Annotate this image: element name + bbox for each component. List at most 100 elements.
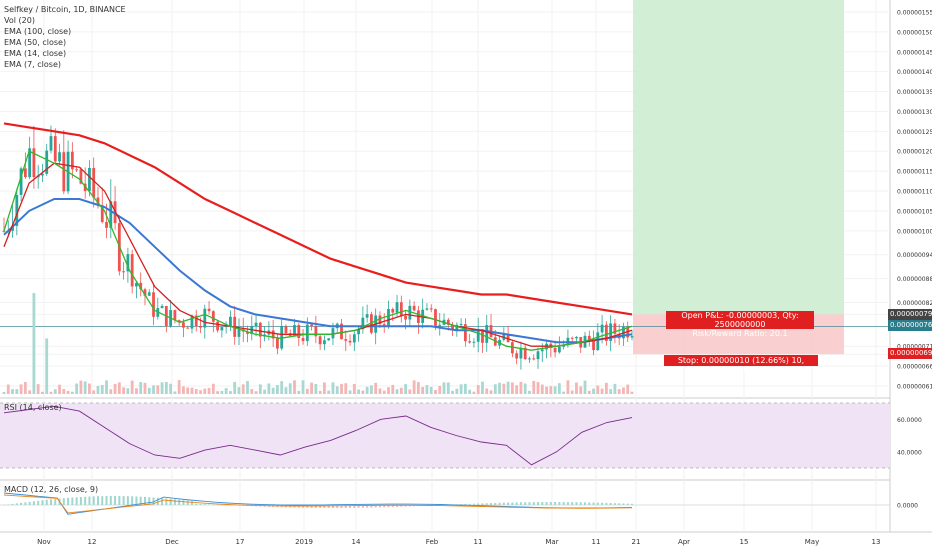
price-tick-label: 0.00000145 — [897, 49, 932, 56]
candle-body — [604, 324, 608, 341]
candle-body — [147, 292, 151, 296]
price-tick-label: 0.00000105 — [897, 208, 932, 215]
rsi-label: RSI (14, close) — [4, 403, 62, 412]
open-pl-box[interactable]: Open P&L: -0.00000003, Qty: 2500000000 R… — [666, 311, 814, 338]
candle-body — [109, 201, 113, 228]
macd-histogram-bar — [336, 505, 339, 508]
macd-histogram-bar — [105, 496, 108, 505]
time-tick-label: Feb — [426, 538, 439, 546]
macd-histogram-bar — [562, 502, 565, 505]
volume-bar — [562, 391, 566, 394]
candle-body — [528, 358, 531, 360]
volume-bar — [186, 387, 190, 394]
macd-histogram-bar — [3, 505, 5, 506]
stop-box[interactable]: Stop: 0.00000010 (12.66%) 10, Amount: 75… — [664, 355, 818, 376]
volume-bar — [310, 382, 313, 394]
candle-body — [194, 315, 198, 327]
macd-histogram-bar — [601, 502, 604, 505]
macd-histogram-bar — [233, 505, 236, 506]
indicator-ema14: EMA (14, close) — [4, 49, 67, 58]
stop-price-tag: 0.00000069 — [888, 348, 932, 359]
candle-body — [62, 152, 66, 192]
volume-bar — [468, 389, 472, 394]
macd-histogram-bar — [216, 504, 219, 506]
volume-bar — [404, 384, 407, 394]
volume-bar — [502, 383, 506, 394]
volume-bar — [36, 384, 40, 394]
volume-bar — [344, 383, 348, 394]
macd-histogram-bar — [148, 497, 151, 505]
volume-bar — [220, 390, 224, 394]
candle-body — [592, 339, 595, 351]
volume-bar — [199, 390, 202, 394]
volume-bar — [152, 385, 155, 394]
macd-histogram-bar — [387, 505, 390, 508]
open-pl-text: Open P&L: -0.00000003, Qty: 2500000000 — [681, 311, 799, 329]
volume-bar — [258, 384, 262, 394]
candle-body — [2, 230, 6, 232]
macd-label: MACD (12, 26, close, 9) — [4, 485, 99, 494]
time-tick-label: 21 — [632, 538, 641, 546]
volume-bar — [566, 380, 570, 394]
volume-bar — [391, 384, 395, 394]
volume-bar — [62, 388, 66, 394]
volume-bar — [32, 293, 36, 394]
time-tick-label: Apr — [678, 538, 690, 546]
volume-bar — [250, 389, 254, 394]
candle-body — [126, 254, 130, 272]
macd-histogram-bar — [323, 505, 326, 508]
macd-histogram-bar — [511, 502, 514, 505]
volume-bar — [532, 380, 536, 394]
macd-histogram-bar — [631, 503, 633, 505]
candle-body — [75, 169, 79, 171]
volume-bar — [327, 390, 331, 394]
time-tick-label: May — [805, 538, 819, 546]
volume-bar — [122, 387, 126, 394]
candle-body — [399, 302, 403, 316]
volume-bar — [421, 386, 425, 394]
candle-body — [391, 309, 395, 313]
candle-body — [19, 168, 23, 195]
volume-bar — [357, 389, 360, 394]
candle-body — [23, 168, 27, 178]
time-tick-label: Dec — [165, 538, 179, 546]
volume-bar — [446, 382, 450, 394]
candle-body — [246, 331, 249, 334]
volume-bar — [164, 381, 168, 394]
macd-histogram-bar — [314, 505, 317, 508]
macd-histogram-bar — [613, 503, 616, 505]
macd-histogram-bar — [62, 498, 65, 505]
volume-bar — [139, 382, 143, 394]
macd-histogram-bar — [203, 504, 206, 505]
time-tick-label: 14 — [352, 538, 361, 546]
volume-bar — [579, 386, 583, 394]
macd-histogram-bar — [374, 505, 377, 508]
candle-body — [229, 316, 232, 326]
macd-histogram-bar — [178, 499, 181, 505]
macd-histogram-bar — [357, 505, 360, 508]
candle-body — [58, 152, 61, 162]
macd-histogram-bar — [331, 505, 334, 508]
ema7-line — [3, 150, 633, 351]
macd-histogram-bar — [208, 504, 211, 505]
macd-histogram-bar — [626, 503, 629, 505]
macd-histogram-bar — [383, 505, 386, 508]
volume-bar — [318, 390, 322, 394]
macd-histogram-bar — [622, 503, 625, 505]
candle-body — [352, 334, 356, 343]
candle-body — [211, 311, 215, 322]
candle-body — [96, 197, 100, 206]
candle-body — [139, 282, 143, 290]
candle-body — [446, 319, 450, 325]
volume-bar — [451, 390, 454, 394]
candle-body — [344, 339, 348, 341]
candle-body — [199, 326, 202, 328]
price-tick-label: 0.00000071 — [897, 344, 932, 351]
macd-histogram-bar — [349, 505, 352, 508]
volume-bar — [545, 386, 548, 394]
volume-bar — [434, 389, 437, 394]
candle-body — [382, 324, 386, 326]
candle-body — [468, 341, 472, 343]
volume-bar — [207, 387, 211, 394]
